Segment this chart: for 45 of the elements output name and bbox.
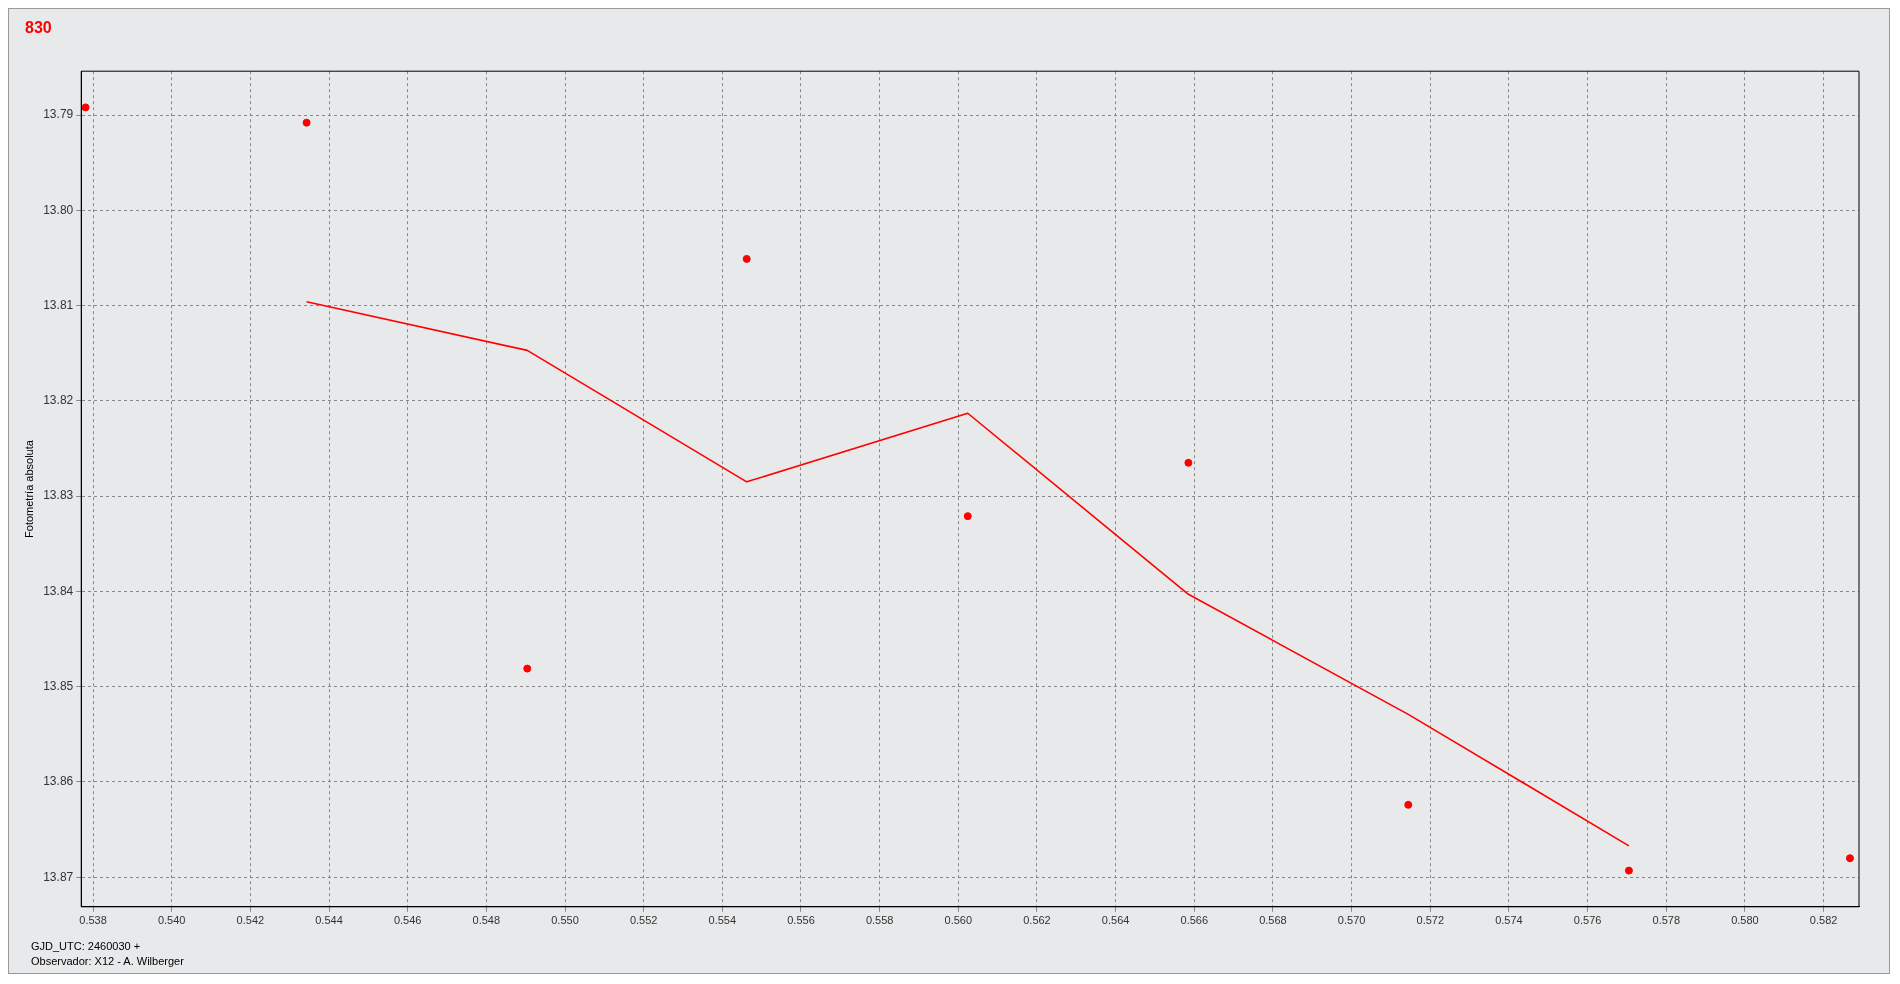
x-tick-label: 0.552 [629,914,658,927]
y-tick-label: 13.80 [43,202,74,217]
y-axis-title: Fotometría absoluta [22,439,35,538]
x-tick-label: 0.544 [315,914,343,927]
x-tick-label: 0.576 [1573,914,1602,927]
point [1845,854,1854,863]
x-tick-label: 0.550 [551,914,579,927]
y-tick-label: 13.84 [43,583,74,598]
x-tick-label: 0.566 [1180,914,1209,927]
chart-title: 830 [25,19,52,37]
x-tick-label: 0.560 [944,914,973,927]
point [523,664,532,673]
text: GJD_UTC: 2460030 + [31,939,142,954]
x-tick-label: 0.546 [393,914,422,927]
point [81,103,90,112]
point [963,512,972,521]
x-tick-label: 0.562 [1023,914,1051,927]
x-tick-label: 0.554 [708,914,737,927]
x-tick-label: 0.556 [787,914,815,927]
text: Observador: X12 - A. Wilberger [31,954,184,969]
x-tick-label: 0.540 [157,914,186,927]
x-tick-label: 0.574 [1495,914,1523,927]
x-tick-label: 0.542 [236,914,265,927]
x-tick-label: 0.580 [1731,914,1759,927]
x-tick-label: 0.570 [1337,914,1366,927]
y-tick-label: 13.82 [43,393,74,408]
y-tick-label: 13.87 [43,869,74,884]
x-tick-label: 0.568 [1259,914,1287,927]
x-tick-label: 0.578 [1652,914,1681,927]
x-tick-label: 0.582 [1809,914,1838,927]
y-tick-label: 13.79 [43,107,74,122]
y-tick-label: 13.83 [43,488,74,503]
point [1404,800,1413,809]
point [742,254,751,263]
y-tick-label: 13.81 [43,297,74,312]
x-tick-label: 0.558 [865,914,894,927]
x-tick-label: 0.538 [79,914,107,927]
point [1184,458,1193,467]
point [302,118,311,127]
x-tick-label: 0.548 [472,914,501,927]
x-tick-label: 0.564 [1101,914,1130,927]
point [1624,866,1633,875]
y-tick-label: 13.86 [43,774,74,789]
x-tick-label: 0.572 [1416,914,1445,927]
y-tick-label: 13.85 [43,679,74,694]
